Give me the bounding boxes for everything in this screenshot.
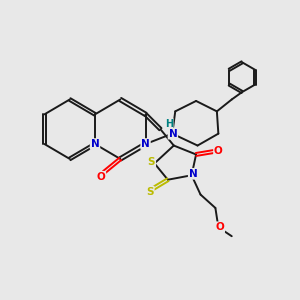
Text: N: N [91, 139, 99, 149]
Text: O: O [214, 146, 223, 157]
Text: N: N [169, 129, 177, 139]
Text: N: N [189, 169, 197, 179]
Text: O: O [97, 172, 105, 182]
Text: S: S [146, 187, 154, 196]
Text: H: H [165, 119, 173, 129]
Text: S: S [148, 157, 155, 167]
Text: N: N [141, 139, 150, 149]
Text: O: O [215, 222, 224, 232]
